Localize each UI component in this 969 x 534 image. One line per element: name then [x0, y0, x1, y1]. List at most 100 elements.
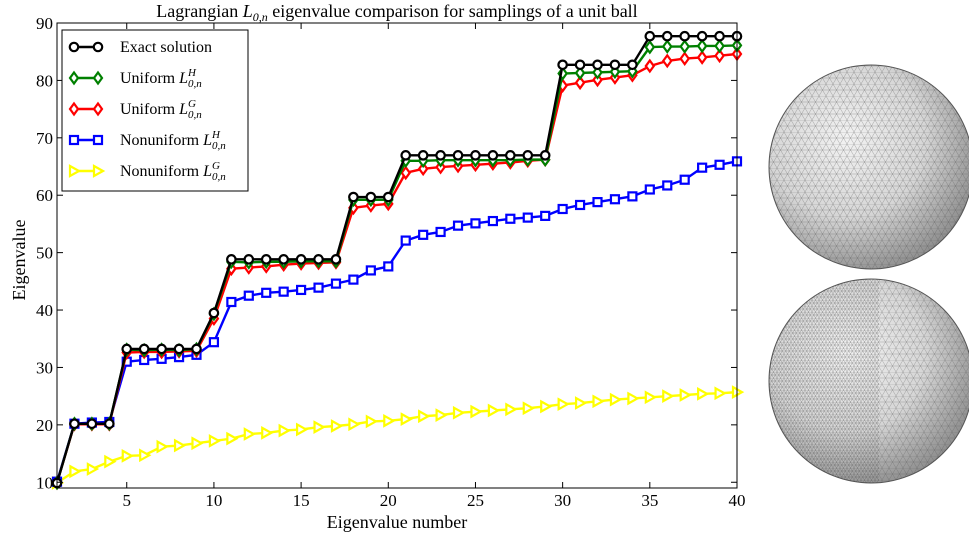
data-point-uniform-l0-ng: [661, 53, 673, 69]
data-point-uniform-l0-ng: [400, 165, 412, 181]
data-point-exact-solution: [243, 254, 255, 265]
data-point-nonuniform-l0-ng: [540, 399, 553, 414]
data-point-nonuniform-l0-ng: [574, 396, 588, 410]
nonuniform-mesh-sphere-image: [768, 278, 969, 484]
data-point-nonuniform-l0-ng: [627, 391, 640, 406]
data-point-nonuniform-l0-nh: [278, 286, 289, 297]
data-point-exact-solution: [661, 30, 673, 42]
data-point-uniform-l0-nh: [696, 38, 708, 54]
data-point-exact-solution: [382, 191, 394, 203]
data-point-exact-solution: [696, 30, 708, 42]
data-point-exact-solution: [208, 307, 220, 319]
data-point-uniform-l0-ng: [714, 48, 725, 64]
data-point-nonuniform-l0-nh: [557, 203, 568, 215]
x-axis-label: Eigenvalue number: [327, 512, 467, 532]
data-point-exact-solution: [574, 59, 586, 71]
data-point-exact-solution: [644, 30, 656, 42]
data-point-nonuniform-l0-nh: [697, 162, 708, 173]
data-point-exact-solution: [522, 150, 534, 161]
legend: Exact solution Uniform LH 0,n Uniform LG 0,n…: [61, 29, 249, 192]
series-exact-solution: [51, 30, 743, 489]
data-point-nonuniform-l0-ng: [470, 404, 483, 419]
data-point-nonuniform-l0-ng: [261, 426, 274, 440]
data-point-nonuniform-l0-nh: [487, 215, 498, 227]
x-tick-label: 15: [293, 491, 310, 510]
x-tick-label: 25: [467, 491, 484, 510]
data-point-nonuniform-l0-ng: [243, 427, 257, 441]
data-point-nonuniform-l0-nh: [296, 284, 307, 296]
data-point-exact-solution: [400, 150, 412, 161]
legend-marker: [68, 134, 80, 146]
axes: 5 10 15 20 25 30 35 40 10 20 30 40 50 60 70 80 90: [36, 14, 746, 510]
data-point-exact-solution: [69, 418, 80, 430]
data-point-nonuniform-l0-nh: [574, 199, 586, 211]
data-point-exact-solution: [627, 59, 638, 71]
data-point-exact-solution: [365, 191, 377, 203]
data-point-nonuniform-l0-ng: [226, 431, 239, 446]
series-nonuniform-l0-nh: [51, 156, 743, 487]
legend-box: [61, 29, 249, 192]
legend-label: Nonuniform LG 0,n: [120, 160, 226, 183]
data-point-exact-solution: [435, 150, 446, 161]
data-point-exact-solution: [86, 418, 98, 430]
legend-label: Exact solution: [120, 39, 212, 56]
data-point-exact-solution: [173, 343, 185, 355]
data-point-exact-solution: [487, 150, 499, 161]
data-point-uniform-l0-ng: [696, 50, 708, 65]
data-point-exact-solution: [470, 150, 481, 161]
legend-label: Nonuniform LH 0,n: [120, 129, 226, 152]
data-point-nonuniform-l0-ng: [697, 386, 710, 401]
data-point-nonuniform-l0-nh: [679, 174, 690, 185]
data-point-uniform-l0-ng: [592, 72, 603, 88]
data-point-nonuniform-l0-ng: [296, 422, 309, 437]
y-tick-label: 90: [36, 14, 53, 33]
data-point-nonuniform-l0-ng: [644, 390, 658, 405]
y-tick-label: 70: [36, 129, 53, 148]
data-point-exact-solution: [191, 343, 202, 355]
plot-frame: [56, 22, 738, 489]
data-point-uniform-l0-nh: [644, 39, 656, 55]
data-point-nonuniform-l0-nh: [261, 287, 272, 298]
data-point-exact-solution: [679, 30, 690, 42]
y-tick-label: 10: [36, 473, 53, 492]
y-tick-label: 80: [36, 71, 53, 90]
x-tick-label: 5: [122, 491, 131, 510]
data-point-exact-solution: [278, 254, 289, 265]
series-line-nonuniform-l0-ng: [56, 390, 738, 484]
data-point-uniform-l0-nh: [661, 39, 673, 54]
x-tick-label: 20: [380, 491, 397, 510]
data-point-exact-solution: [557, 59, 568, 71]
data-point-nonuniform-l0-ng: [313, 420, 326, 435]
series-nonuniform-l0-ng: [51, 385, 745, 490]
data-point-nonuniform-l0-ng: [365, 414, 379, 429]
data-point-uniform-l0-nh: [679, 39, 691, 54]
series-line-nonuniform-l0-nh: [55, 160, 738, 483]
data-point-nonuniform-l0-ng: [330, 419, 344, 433]
data-point-nonuniform-l0-nh: [470, 218, 481, 229]
data-point-nonuniform-l0-ng: [452, 405, 466, 420]
legend-marker: [68, 164, 82, 178]
data-point-exact-solution: [348, 191, 359, 203]
data-point-exact-solution: [260, 254, 272, 265]
data-point-uniform-l0-ng: [644, 58, 656, 74]
data-point-nonuniform-l0-nh: [592, 197, 603, 208]
legend-entry: Nonuniform LH 0,n: [68, 129, 226, 152]
legend-marker: [68, 70, 80, 86]
data-point-exact-solution: [313, 254, 324, 265]
legend-marker: [68, 101, 80, 117]
data-point-nonuniform-l0-ng: [609, 392, 623, 407]
y-tick-label: 50: [36, 244, 53, 263]
series-line-exact-solution: [55, 35, 737, 484]
data-point-nonuniform-l0-nh: [609, 194, 621, 205]
data-point-nonuniform-l0-nh: [662, 180, 673, 191]
y-tick-label: 60: [36, 186, 53, 205]
data-point-exact-solution: [121, 343, 133, 355]
data-point-nonuniform-l0-nh: [644, 184, 655, 195]
data-point-nonuniform-l0-nh: [714, 159, 725, 170]
data-point-nonuniform-l0-ng: [156, 439, 169, 454]
legend-marker: [92, 70, 104, 86]
data-point-nonuniform-l0-ng: [418, 409, 431, 424]
data-point-nonuniform-l0-ng: [679, 388, 692, 402]
y-tick-label: 30: [36, 358, 53, 377]
